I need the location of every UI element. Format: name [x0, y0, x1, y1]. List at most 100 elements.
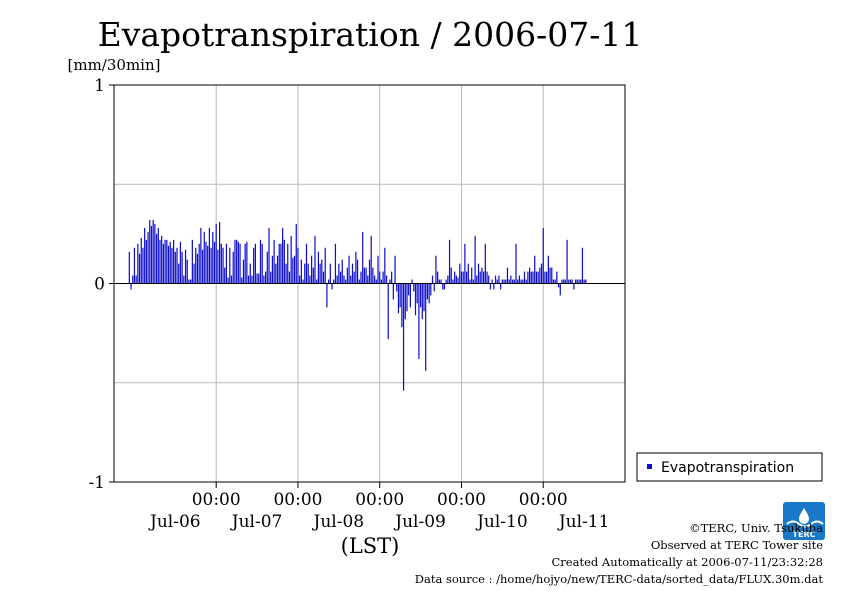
bar	[135, 275, 137, 284]
bar	[494, 275, 497, 284]
bar	[404, 283, 406, 320]
bar	[217, 249, 219, 284]
bar	[476, 275, 478, 284]
bar	[571, 279, 573, 284]
bar	[472, 279, 475, 284]
bar	[409, 283, 411, 308]
bar	[391, 271, 393, 284]
credit-copyright: ©TERC, Univ. Tsukuba	[689, 521, 823, 535]
bar	[576, 279, 578, 284]
credit-created: Created Automatically at 2006-07-11/23:3…	[551, 555, 824, 569]
bar	[546, 271, 548, 284]
bar	[542, 227, 544, 284]
bar	[191, 239, 193, 284]
bar	[271, 255, 274, 284]
bar	[372, 267, 374, 284]
bar	[522, 279, 524, 284]
bar	[208, 227, 210, 284]
bar	[549, 267, 551, 284]
bar	[309, 275, 311, 284]
x-day-label: Jul-08	[312, 512, 365, 532]
bar	[479, 271, 481, 284]
bar	[215, 223, 217, 284]
bar	[384, 247, 386, 284]
bar	[539, 267, 541, 284]
bar	[501, 279, 503, 284]
bar	[559, 283, 561, 296]
bar	[338, 263, 340, 284]
bar	[365, 267, 367, 284]
bar	[380, 279, 383, 284]
bar	[534, 255, 536, 284]
bar	[377, 255, 379, 284]
x-tick-label: 00:00	[273, 490, 322, 510]
bar	[169, 241, 171, 284]
bar	[184, 249, 187, 284]
bar	[459, 263, 461, 284]
bar	[254, 243, 256, 284]
bar	[530, 271, 532, 284]
bar	[557, 283, 560, 288]
bar	[413, 283, 415, 292]
bar	[471, 267, 473, 284]
bar	[155, 233, 158, 284]
x-day-label: Jul-07	[230, 512, 283, 532]
bar	[171, 247, 173, 284]
bar	[341, 259, 343, 284]
bar	[307, 263, 309, 284]
bar	[157, 227, 159, 284]
bar	[314, 235, 316, 284]
bar	[484, 243, 486, 284]
bar	[496, 279, 498, 284]
bar	[406, 283, 408, 312]
bar	[331, 283, 333, 290]
bar	[418, 283, 420, 359]
bar	[207, 245, 209, 284]
bar	[193, 263, 195, 284]
bar	[130, 283, 132, 290]
bar	[159, 239, 161, 284]
bar	[276, 255, 279, 284]
bar	[270, 271, 272, 284]
bar	[319, 263, 321, 284]
bar	[183, 275, 185, 284]
bar	[438, 279, 440, 284]
bar	[251, 275, 253, 284]
bar	[358, 279, 360, 284]
bar	[462, 271, 464, 284]
chart-title: Evapotranspiration / 2006-07-11	[98, 15, 643, 54]
bar	[304, 263, 306, 284]
bar	[402, 283, 405, 391]
bar	[396, 283, 398, 292]
bar-series-evapotranspiration	[128, 219, 587, 391]
bar	[414, 283, 417, 316]
bar	[150, 225, 153, 284]
logo-wave	[786, 520, 824, 528]
bar	[401, 283, 403, 328]
bar	[532, 271, 534, 284]
bar	[237, 241, 239, 284]
bar	[397, 283, 400, 314]
bar	[382, 271, 384, 284]
bar	[128, 251, 130, 284]
bar	[213, 241, 216, 284]
bar	[356, 259, 359, 284]
bar	[389, 279, 391, 284]
bar	[326, 283, 328, 308]
bar	[552, 279, 555, 284]
legend-box	[636, 452, 823, 482]
bar	[435, 255, 437, 284]
bar	[339, 271, 342, 284]
bar	[275, 263, 277, 284]
x-tick-label: 00:00	[192, 490, 241, 510]
bar	[556, 271, 558, 284]
bar	[368, 259, 371, 284]
bar	[370, 235, 372, 284]
bar	[152, 219, 154, 284]
bar	[321, 259, 323, 284]
y-tick-label: 0	[94, 275, 105, 295]
bar	[232, 251, 234, 284]
bar	[181, 251, 183, 284]
bar	[360, 271, 362, 284]
bar	[493, 283, 495, 290]
